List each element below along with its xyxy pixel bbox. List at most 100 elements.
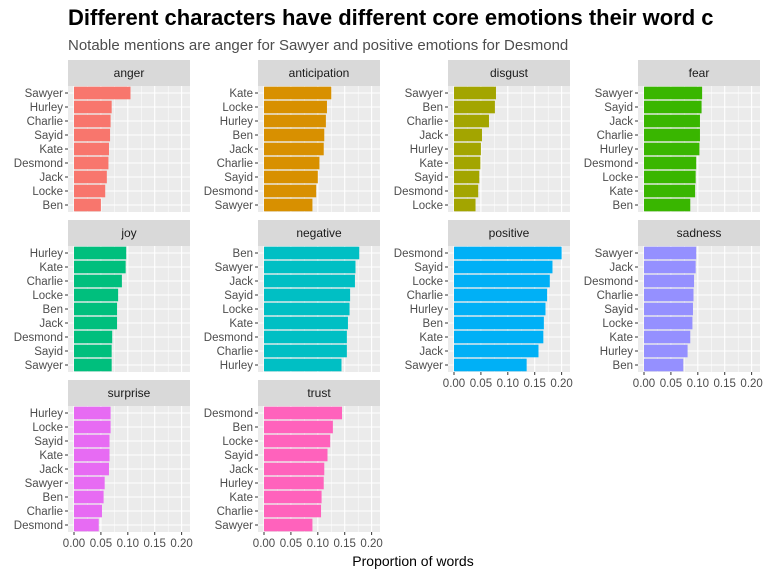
y-tick-label: Sayid [34, 130, 63, 142]
bar [644, 198, 691, 212]
bar [454, 358, 527, 372]
y-tick-label: Locke [32, 422, 63, 434]
y-tick-label: Kate [419, 158, 443, 170]
facet-strip-label: anger [114, 66, 145, 80]
bar [74, 434, 110, 448]
y-tick-label: Sayid [604, 102, 633, 114]
bar [74, 156, 109, 170]
y-tick-label: Jack [229, 276, 253, 288]
bar [454, 316, 544, 330]
bar [264, 274, 355, 288]
y-tick-label: Charlie [27, 506, 63, 518]
y-tick-label: Hurley [410, 304, 443, 316]
y-tick-label: Charlie [217, 346, 253, 358]
bar [454, 246, 562, 260]
y-tick-label: Kate [609, 186, 633, 198]
y-tick-label: Hurley [600, 346, 633, 358]
bar [74, 490, 104, 504]
y-tick-label: Ben [43, 304, 63, 316]
y-tick-label: Jack [419, 346, 443, 358]
bar [454, 198, 476, 212]
bar [74, 504, 102, 518]
bar [644, 302, 693, 316]
bar [74, 330, 113, 344]
bar [264, 114, 326, 128]
y-tick-label: Kate [229, 88, 253, 100]
y-tick-label: Locke [602, 318, 633, 330]
y-tick-label: Desmond [14, 332, 63, 344]
bar [454, 100, 495, 114]
y-tick-label: Ben [613, 360, 633, 372]
x-tick-label: 0.10 [117, 538, 139, 550]
facet-strip-label: negative [296, 226, 342, 240]
x-tick-label: 0.10 [687, 378, 709, 390]
y-tick-label: Sawyer [595, 248, 634, 260]
bar [74, 476, 105, 490]
bar [74, 358, 112, 372]
y-tick-label: Jack [229, 464, 253, 476]
facet-strip-label: sadness [677, 226, 722, 240]
bar [74, 114, 111, 128]
y-tick-label: Ben [423, 318, 443, 330]
bar [74, 406, 111, 420]
y-tick-label: Desmond [394, 186, 443, 198]
y-tick-label: Hurley [220, 360, 253, 372]
y-tick-label: Sayid [414, 262, 443, 274]
y-tick-label: Jack [39, 172, 63, 184]
x-tick-label: 0.20 [740, 378, 762, 390]
y-tick-label: Kate [39, 144, 63, 156]
x-tick-label: 0.05 [280, 538, 302, 550]
x-axis-label: Proportion of words [352, 553, 473, 569]
bar [454, 170, 480, 184]
y-tick-label: Desmond [584, 276, 633, 288]
chart-subtitle: Notable mentions are anger for Sawyer an… [68, 37, 569, 54]
bar [264, 406, 343, 420]
bar [644, 100, 702, 114]
bar [644, 316, 693, 330]
y-tick-label: Sayid [34, 346, 63, 358]
bar [644, 246, 697, 260]
bar [644, 358, 684, 372]
y-tick-label: Sawyer [215, 520, 254, 532]
facet-strip [638, 220, 760, 246]
chart-title: Different characters have different core… [68, 5, 714, 30]
bar [454, 156, 481, 170]
y-tick-label: Sawyer [25, 360, 64, 372]
bar [264, 246, 360, 260]
bar [454, 114, 489, 128]
bar [454, 86, 496, 100]
x-tick-label: 0.00 [443, 378, 465, 390]
y-tick-label: Ben [43, 492, 63, 504]
y-tick-label: Desmond [14, 520, 63, 532]
bar [264, 462, 325, 476]
bar [264, 128, 325, 142]
facet-strip [448, 60, 570, 86]
y-tick-label: Sayid [224, 450, 253, 462]
bar [74, 302, 118, 316]
x-tick-label: 0.15 [714, 378, 736, 390]
x-tick-label: 0.20 [360, 538, 382, 550]
x-tick-label: 0.20 [550, 378, 572, 390]
bar [644, 114, 700, 128]
bar [74, 184, 106, 198]
y-tick-label: Desmond [204, 332, 253, 344]
bar [74, 128, 111, 142]
bar [74, 344, 112, 358]
bar [644, 288, 694, 302]
bar [454, 142, 481, 156]
x-tick-label: 0.00 [633, 378, 655, 390]
y-tick-label: Sawyer [595, 88, 634, 100]
y-tick-label: Ben [423, 102, 443, 114]
bar [74, 246, 127, 260]
y-tick-label: Charlie [407, 116, 443, 128]
bar [644, 184, 696, 198]
y-tick-label: Jack [39, 318, 63, 330]
x-tick-label: 0.10 [497, 378, 519, 390]
bar [264, 490, 322, 504]
y-tick-label: Charlie [597, 130, 633, 142]
bar [454, 302, 546, 316]
y-tick-label: Ben [233, 130, 253, 142]
bar [74, 86, 131, 100]
y-tick-label: Jack [609, 116, 633, 128]
bar [74, 260, 126, 274]
